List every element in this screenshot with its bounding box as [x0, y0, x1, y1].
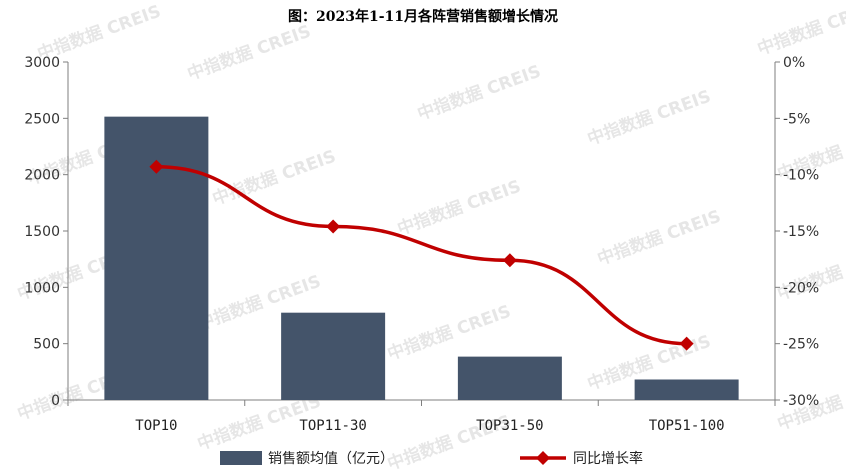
right-tick-label: -25%: [783, 337, 819, 353]
chart-title: 图：2023年1-11月各阵营销售额增长情况: [288, 9, 558, 25]
right-tick-label: -5%: [783, 111, 810, 127]
left-tick-label: 2500: [24, 111, 60, 127]
watermark-text: 中指数据 CREIS: [755, 0, 846, 60]
legend-bar-swatch: [220, 451, 262, 465]
right-tick-label: -30%: [783, 393, 819, 409]
watermark-text: 中指数据 CREIS: [595, 206, 724, 270]
left-tick-label: 2000: [24, 168, 60, 184]
tick-labels: 0 500 1000 1500 2000 2500 3000 0% -5% -10% -15% -20…: [24, 55, 819, 434]
right-tick-label: -15%: [783, 224, 819, 240]
growth-point-top11-30: [326, 219, 341, 234]
bar-top11-30: [281, 312, 386, 400]
watermark-text: 中指数据 CREIS: [395, 176, 524, 240]
category-label: TOP11-30: [299, 418, 366, 434]
left-tick-label: 1500: [24, 224, 60, 240]
growth-point-top51-100: [679, 336, 694, 351]
bar-top51-100: [634, 379, 739, 400]
category-label: TOP51-100: [649, 418, 725, 434]
category-label: TOP10: [135, 418, 177, 434]
right-tick-label: 0%: [783, 55, 805, 71]
legend: 销售额均值（亿元） 同比增长率: [220, 450, 643, 467]
right-tick-label: -20%: [783, 280, 819, 296]
growth-point-top10: [149, 159, 164, 174]
watermark-text: 中指数据 CREIS: [210, 146, 339, 210]
left-tick-label: 500: [33, 337, 60, 353]
watermark-text: 中指数据 CREIS: [185, 21, 314, 85]
left-tick-label: 1000: [24, 280, 60, 296]
growth-point-top31-50: [502, 253, 517, 268]
left-tick-label: 3000: [24, 55, 60, 71]
watermark-text: 中指数据 CREIS: [415, 61, 544, 125]
watermark-text: 中指数据 CREIS: [385, 301, 514, 365]
legend-line-marker: [536, 451, 550, 465]
category-label: TOP31-50: [476, 418, 543, 434]
bar-top31-50: [457, 356, 562, 400]
growth-rate-line: [156, 165, 687, 346]
left-tick-label: 0: [51, 393, 60, 409]
legend-line-label: 同比增长率: [573, 450, 643, 467]
line-series: [149, 159, 694, 351]
watermark-text: 中指数据 CREIS: [585, 86, 714, 150]
legend-bar-label: 销售额均值（亿元）: [268, 451, 394, 467]
bar-top10: [104, 116, 209, 400]
right-tick-label: -10%: [783, 168, 819, 184]
bar-series: [104, 116, 739, 400]
